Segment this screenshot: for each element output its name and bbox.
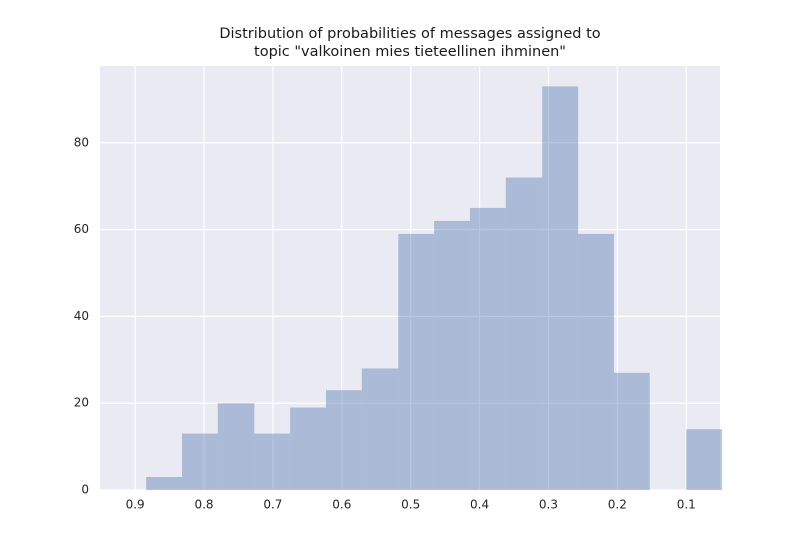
x-tick-label: 0.4 (470, 498, 489, 512)
x-tick-label: 0.7 (263, 498, 282, 512)
plot-background (100, 66, 720, 490)
x-tick-label: 0.2 (608, 498, 627, 512)
bar (361, 368, 399, 490)
x-tick-label: 0.9 (126, 498, 145, 512)
bar (505, 177, 543, 490)
bar (290, 407, 326, 490)
y-tick-label: 60 (74, 222, 89, 236)
bar (217, 403, 255, 490)
bar (325, 390, 362, 490)
bar (542, 86, 579, 491)
bar (469, 207, 506, 490)
bar (254, 433, 291, 490)
chart-title: topic "valkoinen mies tieteellinen ihmin… (254, 44, 566, 60)
x-tick-label: 0.8 (194, 498, 213, 512)
x-tick-label: 0.6 (332, 498, 351, 512)
bar (686, 429, 723, 490)
bar (578, 233, 614, 490)
bar (434, 220, 470, 490)
x-tick-label: 0.5 (401, 498, 420, 512)
y-tick-label: 80 (74, 135, 89, 149)
y-tick-label: 40 (74, 309, 89, 323)
bar (146, 476, 182, 490)
chart-title: Distribution of probabilities of message… (219, 26, 600, 42)
bar (398, 233, 435, 490)
bar (613, 372, 650, 490)
x-tick-label: 0.1 (677, 498, 696, 512)
x-tick-label: 0.3 (539, 498, 558, 512)
y-tick-label: 0 (81, 483, 89, 497)
bar (181, 433, 218, 490)
y-tick-label: 20 (74, 396, 89, 410)
